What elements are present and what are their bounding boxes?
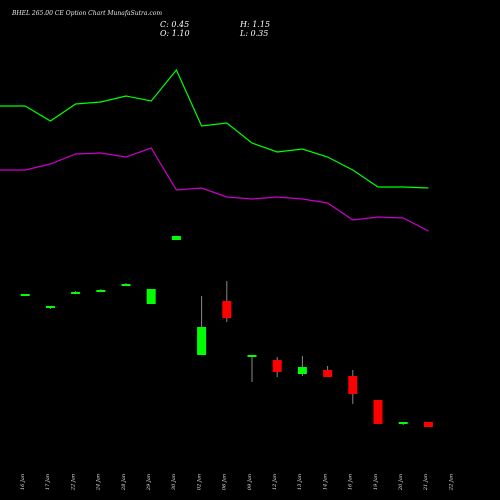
candle-body: [96, 290, 106, 292]
x-tick-label: 28 Jan: [121, 474, 127, 491]
candle-body: [423, 422, 433, 427]
indicator-line-2: [0, 147, 429, 232]
x-tick-label: 22 Jan: [70, 474, 76, 491]
candle-body: [71, 292, 81, 294]
candle-body: [20, 294, 30, 296]
low-readout: L: 0.35: [240, 29, 269, 38]
candle-body: [323, 370, 333, 377]
candle: [398, 422, 408, 425]
high-readout: H: 1.15: [240, 20, 271, 29]
candle: [373, 400, 383, 424]
x-tick-label: 13 Jan: [297, 474, 303, 490]
candle: [197, 296, 207, 355]
candle: [247, 355, 257, 382]
candle: [272, 357, 282, 377]
candle-body: [247, 355, 257, 357]
candle: [323, 366, 333, 377]
x-tick-label: 06 Jan: [222, 474, 228, 490]
x-tick-label: 29 Jan: [146, 474, 152, 491]
x-tick-label: 14 Jan: [322, 474, 328, 490]
x-tick-label: 16 Jan: [20, 474, 26, 490]
candle: [20, 294, 30, 296]
candle: [171, 236, 181, 240]
x-tick-label: 19 Jan: [373, 474, 379, 490]
indicator-line-1: [0, 68, 429, 189]
candle: [121, 283, 131, 286]
open-readout: O: 1.10: [160, 29, 190, 38]
candle-body: [197, 327, 207, 355]
x-tick-label: 02 Jan: [196, 474, 202, 490]
candle: [96, 289, 106, 292]
candle-body: [373, 400, 383, 424]
x-tick-label: 12 Jan: [272, 474, 278, 490]
candle: [297, 356, 307, 376]
candlesticks: [20, 236, 433, 427]
candle-body: [398, 422, 408, 424]
candle: [71, 291, 81, 294]
x-axis-labels: 16 Jan 17 Jan 22 Jan 24 Jan 28 Jan 29 Jan 30 J…: [20, 474, 454, 491]
close-readout: C: 0.45: [160, 20, 190, 29]
x-tick-label: 24 Jan: [96, 474, 102, 491]
x-tick-label: 20 Jan: [398, 474, 404, 491]
candle-body: [272, 360, 282, 372]
candle: [146, 289, 156, 304]
candle-body: [121, 284, 131, 286]
x-tick-label: 17 Jan: [45, 474, 51, 490]
x-tick-label: 16 Jan: [348, 474, 354, 490]
candle: [348, 370, 358, 404]
candle-body: [297, 367, 307, 374]
candle-body: [348, 376, 358, 394]
candle: [222, 281, 232, 322]
candle: [45, 306, 55, 309]
candle-body: [146, 289, 156, 304]
candle-body: [45, 306, 55, 308]
x-tick-label: 09 Jan: [247, 474, 253, 490]
indicator-lines: [0, 68, 429, 232]
x-tick-label: 22 Jan: [448, 474, 454, 491]
candle-body: [171, 236, 181, 240]
chart-title: BHEL 265.00 CE Option Chart MunafaSutra.…: [12, 10, 163, 17]
x-tick-label: 21 Jan: [423, 474, 429, 491]
x-tick-label: 30 Jan: [171, 474, 177, 490]
candle: [423, 422, 433, 427]
candle-body: [222, 301, 232, 318]
